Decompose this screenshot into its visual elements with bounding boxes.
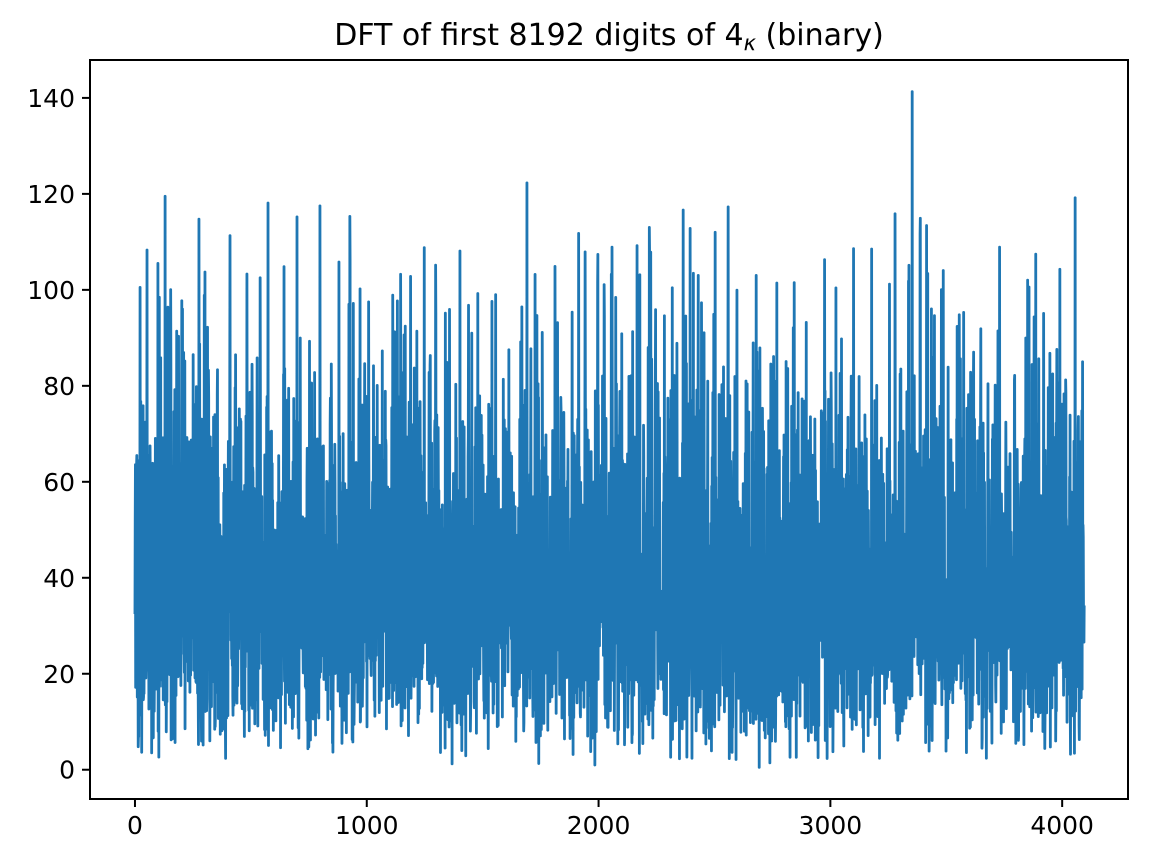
x-tick-label: 4000 xyxy=(1030,811,1094,840)
chart-title-prefix: DFT of first 8192 digits of 4 xyxy=(334,18,744,53)
y-tick-label: 140 xyxy=(27,84,75,113)
x-tick-label: 2000 xyxy=(567,811,631,840)
y-tick-label: 40 xyxy=(43,564,75,593)
signal-path xyxy=(133,90,1086,769)
y-tick-label: 100 xyxy=(27,276,75,305)
chart-title: DFT of first 8192 digits of 4κ (binary) xyxy=(90,18,1128,61)
chart-title-subscript-kappa: κ xyxy=(743,31,756,55)
y-tick-label: 20 xyxy=(43,660,75,689)
chart-title-suffix: (binary) xyxy=(756,18,884,53)
x-tick-label: 1000 xyxy=(335,811,399,840)
y-tick-label: 120 xyxy=(27,180,75,209)
y-tick-label: 60 xyxy=(43,468,75,497)
axes-spines xyxy=(89,59,1129,800)
y-tick-label: 0 xyxy=(59,756,75,785)
x-tick-label: 3000 xyxy=(799,811,863,840)
y-tick-label: 80 xyxy=(43,372,75,401)
x-tick-label: 0 xyxy=(127,811,143,840)
